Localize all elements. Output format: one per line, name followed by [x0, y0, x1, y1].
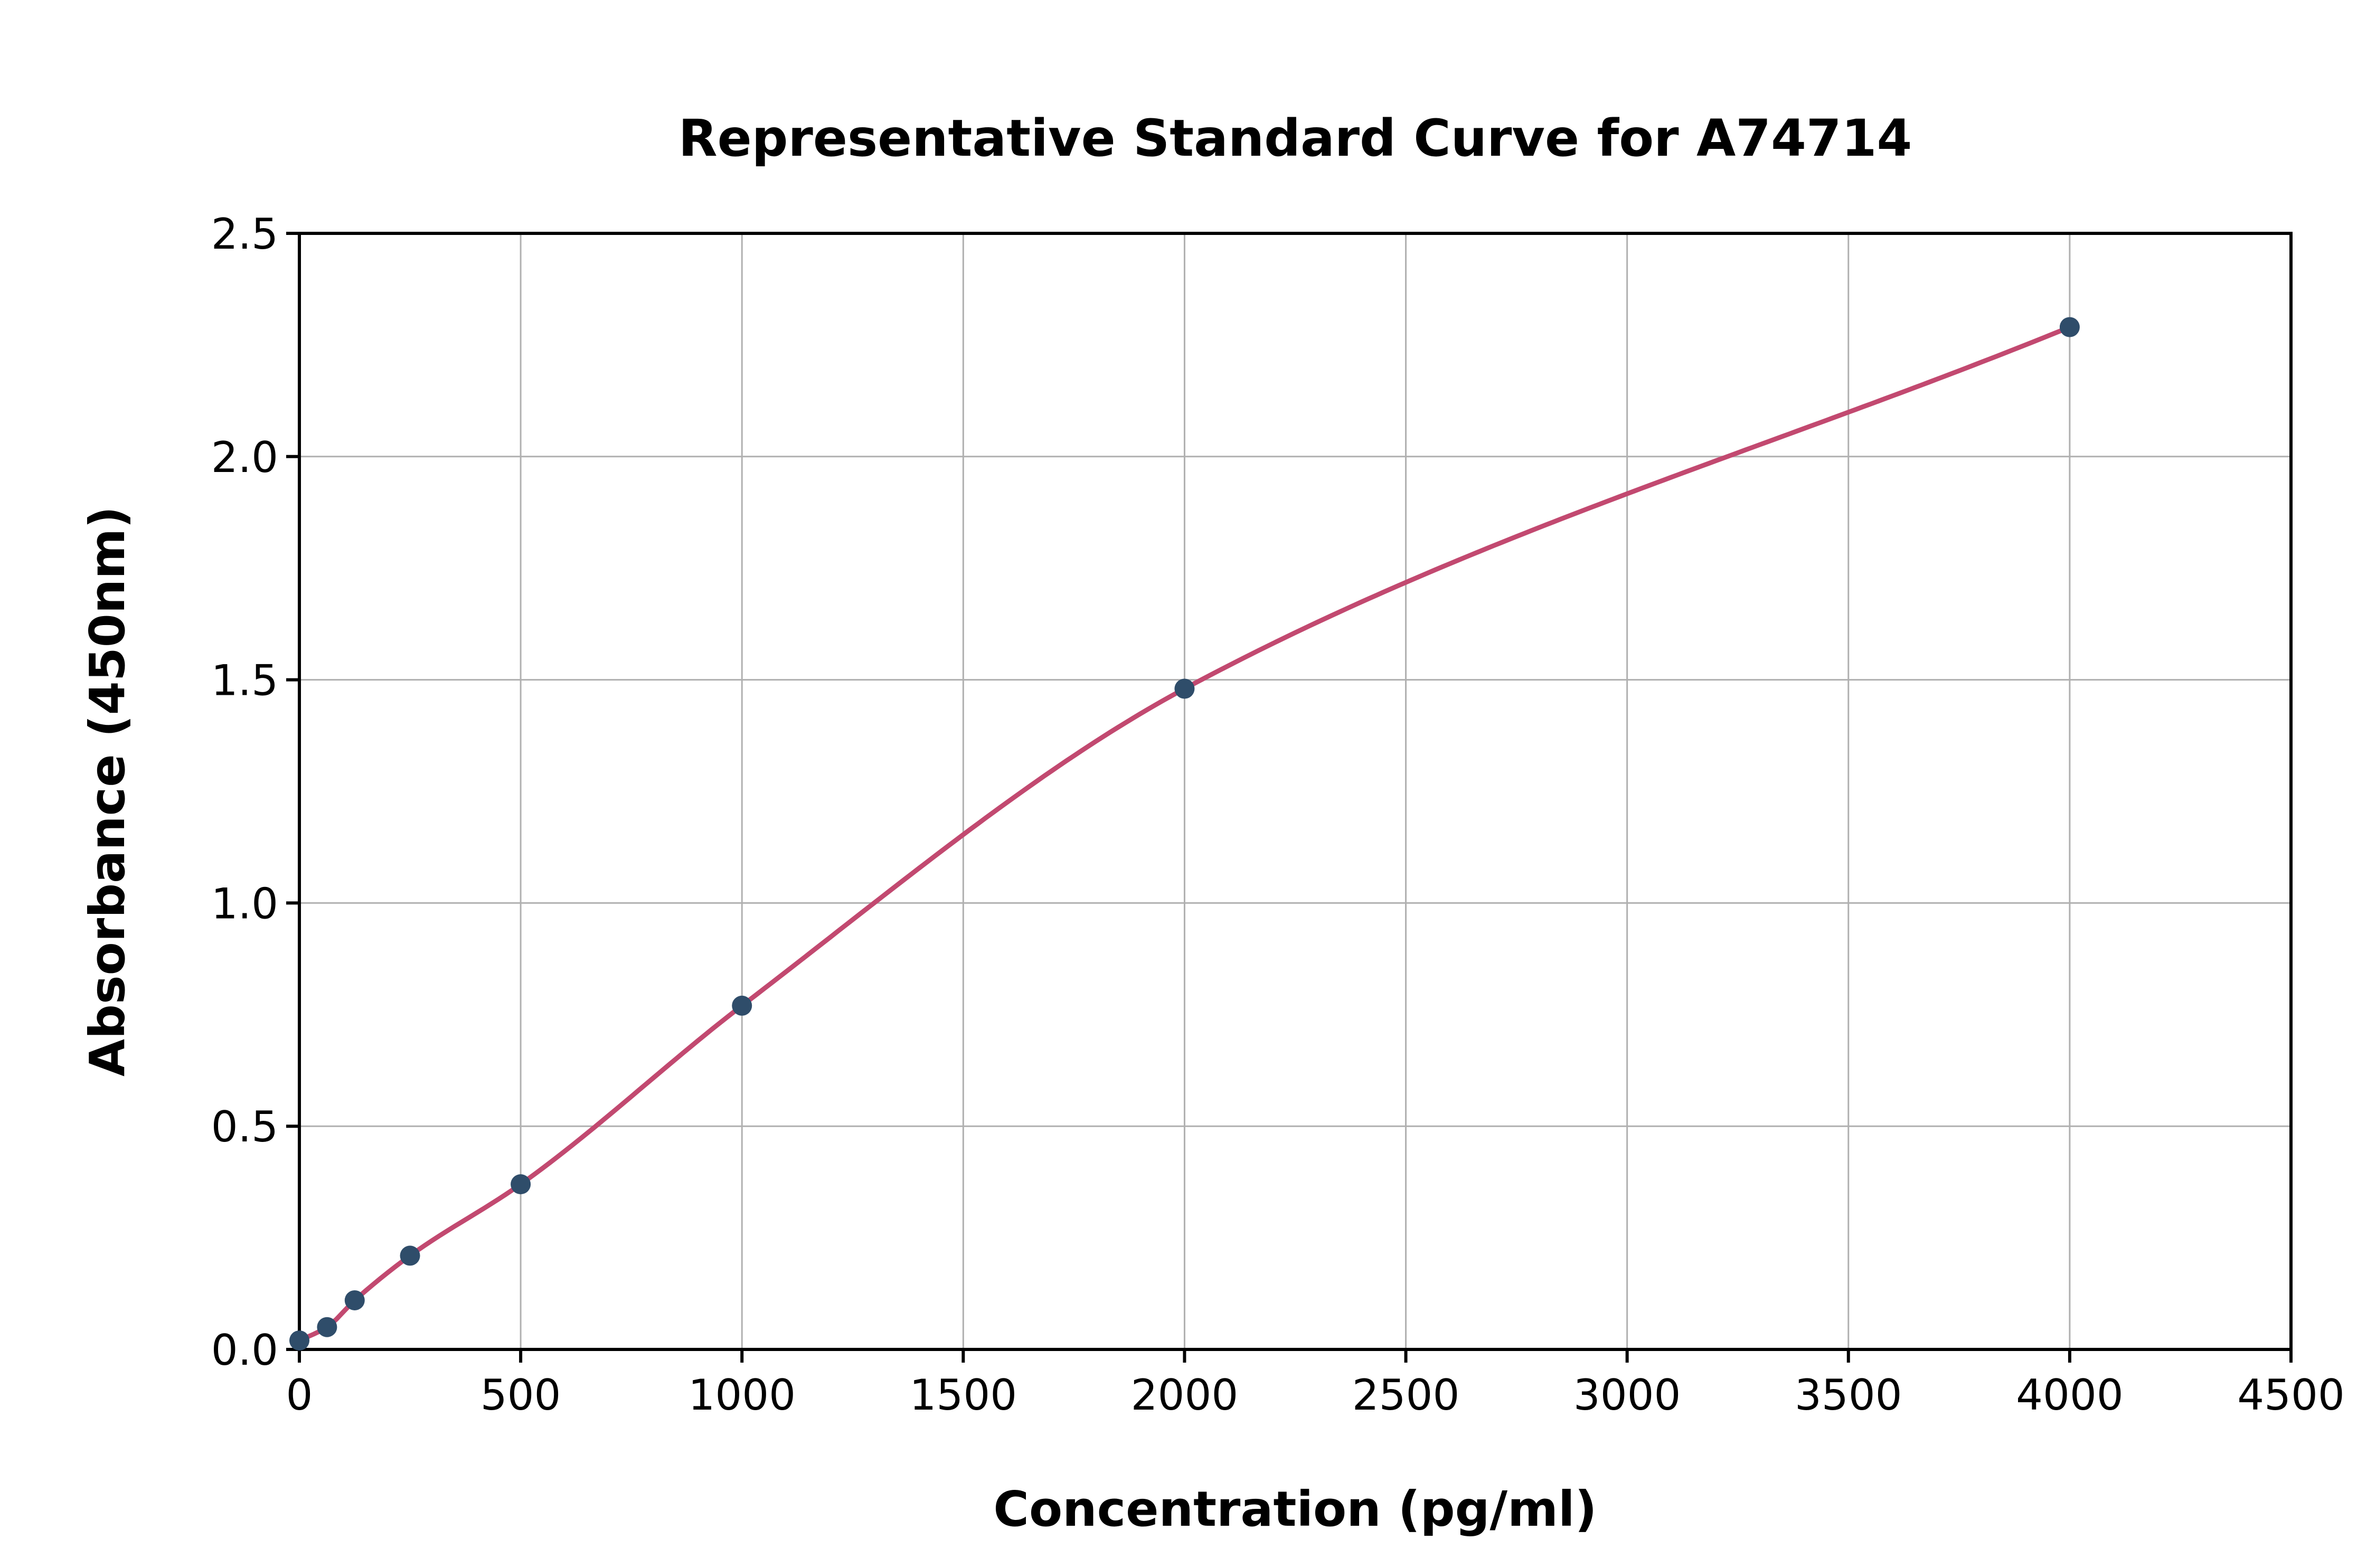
data-point — [289, 1330, 309, 1351]
y-tick-label: 0.5 — [211, 1102, 278, 1151]
x-tick-label: 2500 — [1352, 1371, 1460, 1420]
x-tick-label: 3500 — [1795, 1371, 1902, 1420]
tick-labels: 0 500 1000 1500 2000 2500 3000 3500 4000 4500 0.0 0… — [211, 210, 2345, 1420]
chart-title: Representative Standard Curve for A74714 — [678, 109, 1912, 168]
data-point — [2059, 317, 2080, 337]
data-points — [289, 317, 2080, 1351]
y-tick-label: 2.5 — [211, 210, 278, 259]
x-tick-label: 1500 — [910, 1371, 1017, 1420]
data-point — [732, 995, 752, 1016]
axis-ticks — [286, 232, 2293, 1363]
x-tick-label: 4500 — [2237, 1371, 2345, 1420]
y-tick-label: 2.0 — [211, 433, 278, 482]
data-point — [1174, 678, 1195, 699]
x-tick-label: 500 — [480, 1371, 561, 1420]
y-tick-label: 1.5 — [211, 656, 278, 705]
data-point — [400, 1245, 420, 1266]
data-point — [511, 1174, 531, 1195]
y-tick-label: 1.0 — [211, 879, 278, 928]
gridlines — [298, 232, 2292, 1350]
y-axis-label: Absorbance (450nm) — [79, 506, 136, 1076]
x-tick-label: 3000 — [1573, 1371, 1681, 1420]
x-tick-label: 0 — [286, 1371, 313, 1420]
y-tick-label: 0.0 — [211, 1326, 278, 1375]
x-tick-label: 2000 — [1131, 1371, 1239, 1420]
x-tick-label: 4000 — [2016, 1371, 2124, 1420]
x-axis-label: Concentration (pg/ml) — [993, 1481, 1597, 1537]
x-tick-label: 1000 — [688, 1371, 796, 1420]
data-point — [344, 1290, 365, 1310]
plot-frame — [298, 232, 2293, 1351]
data-point — [317, 1317, 337, 1337]
